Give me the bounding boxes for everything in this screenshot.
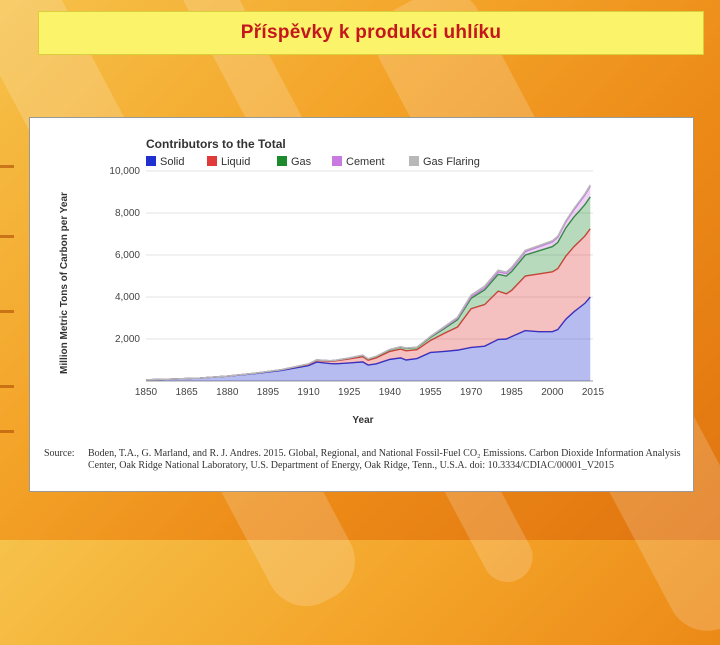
- area-gas: [146, 196, 591, 380]
- x-tick-label: 1865: [176, 387, 199, 398]
- x-tick-label: 1910: [297, 387, 320, 398]
- legend-swatch-gas: [277, 156, 287, 166]
- x-tick-label: 1925: [338, 387, 361, 398]
- chart-figure: Contributors to the Total Solid Liquid Gas…: [29, 117, 694, 492]
- y-axis-ticks: 2,000 4,000 6,000 8,000 10,000: [109, 166, 140, 345]
- x-axis-title: Year: [352, 415, 373, 426]
- x-tick-label: 1895: [257, 387, 280, 398]
- chart-legend: Solid Liquid Gas Cement Gas Flaring: [146, 156, 480, 168]
- legend-swatch-cement: [332, 156, 342, 166]
- slide-title-bar: Příspěvky k produkci uhlíku: [38, 11, 704, 55]
- x-tick-label: 1985: [501, 387, 524, 398]
- y-tick-label: 4,000: [115, 292, 140, 303]
- legend-swatch-solid: [146, 156, 156, 166]
- chart-grid: [146, 170, 593, 382]
- area-solid: [146, 297, 591, 381]
- slide-title: Příspěvky k produkci uhlíku: [240, 22, 502, 43]
- y-tick-label: 10,000: [109, 166, 140, 177]
- legend-swatch-gas-flaring: [409, 156, 419, 166]
- chart-areas: [145, 184, 591, 381]
- legend-swatch-liquid: [207, 156, 217, 166]
- x-tick-label: 1970: [460, 387, 483, 398]
- legend-label-solid: Solid: [160, 156, 184, 168]
- legend-label-gas: Gas: [291, 156, 312, 168]
- x-tick-label: 1955: [419, 387, 442, 398]
- x-tick-label: 1880: [216, 387, 239, 398]
- y-tick-label: 2,000: [115, 334, 140, 345]
- legend-label-gas-flaring: Gas Flaring: [423, 156, 480, 168]
- x-tick-label: 2015: [582, 387, 605, 398]
- x-axis-ticks: 1850 1865 1880 1895 1910 1925 1940 1955 1970 1985…: [135, 387, 605, 398]
- source-label: Source:: [44, 448, 75, 459]
- y-tick-label: 8,000: [115, 208, 140, 219]
- series-line-gas-flaring: [145, 184, 591, 381]
- legend-label-liquid: Liquid: [221, 156, 250, 168]
- y-axis-title: Million Metric Tons of Carbon per Year: [59, 192, 70, 374]
- source-text: Boden, T.A., G. Marland, and R. J. Andre…: [88, 448, 681, 471]
- x-tick-label: 1850: [135, 387, 158, 398]
- legend-label-cement: Cement: [346, 156, 385, 168]
- x-tick-label: 2000: [541, 387, 564, 398]
- carbon-emissions-chart: Contributors to the Total Solid Liquid Gas…: [59, 137, 605, 426]
- x-tick-label: 1940: [379, 387, 402, 398]
- y-tick-label: 6,000: [115, 250, 140, 261]
- series-line-solid: [145, 296, 591, 381]
- chart-title: Contributors to the Total: [146, 137, 286, 151]
- area-liquid: [146, 228, 591, 380]
